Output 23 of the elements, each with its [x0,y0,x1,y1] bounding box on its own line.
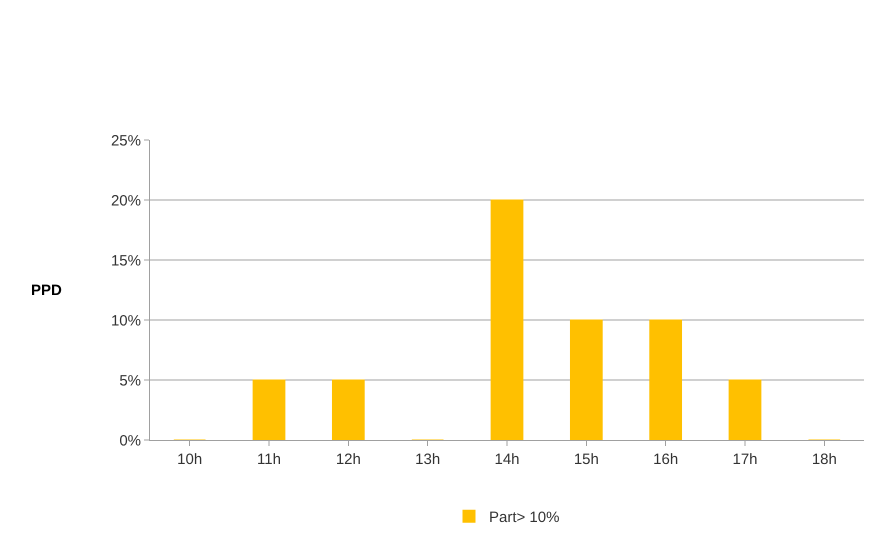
x-tick-label: 12h [336,451,361,468]
x-tick-label: 13h [415,451,440,468]
y-tick-label: 10% [110,312,141,330]
y-tick-label: 25% [110,132,141,150]
bar [649,320,682,440]
x-tick-label: 14h [494,451,520,468]
y-tick-label: 0% [119,432,141,450]
bar [490,200,524,440]
y-tick-label: 5% [119,372,141,390]
x-tick-label: 11h [257,451,281,468]
y-tick-label: 20% [110,192,141,210]
y-tick-label: 15% [110,252,141,270]
y-axis-title: PPD [31,282,62,299]
x-tick-label: 18h [812,451,837,468]
legend-label: Part> 10% [489,509,560,526]
bar [252,380,286,440]
x-tick-label: 16h [653,451,678,468]
bar [570,320,603,440]
bar [728,380,762,440]
x-tick-label: 15h [574,451,599,468]
x-tick-label: 17h [732,451,758,468]
x-tick-label: 10h [177,451,202,468]
bar [332,380,365,440]
